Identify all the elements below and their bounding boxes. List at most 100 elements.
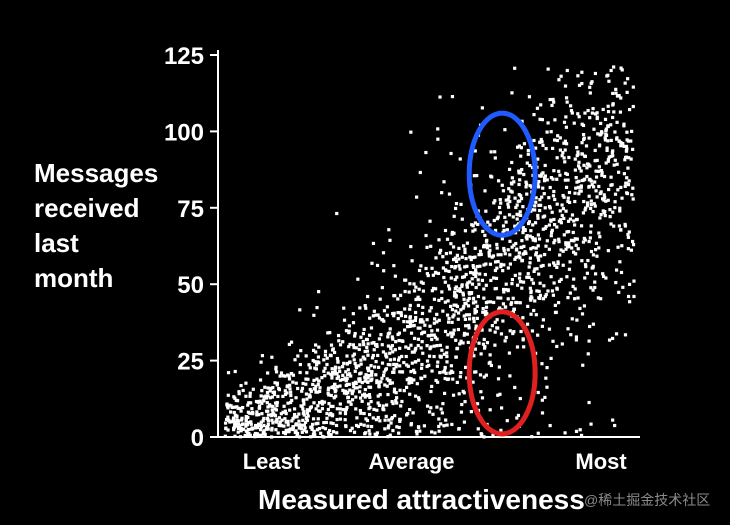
data-point — [519, 245, 523, 250]
data-point — [435, 343, 439, 348]
data-point — [366, 342, 370, 346]
data-point — [587, 194, 591, 198]
data-point — [416, 303, 421, 308]
data-point — [413, 310, 418, 315]
data-point — [590, 80, 594, 84]
data-point — [436, 271, 441, 276]
data-point — [502, 228, 506, 233]
data-point — [552, 100, 556, 104]
data-point — [427, 354, 432, 358]
data-point — [246, 432, 250, 436]
data-point — [345, 405, 349, 410]
data-point — [459, 339, 463, 343]
data-point — [487, 254, 491, 258]
data-point — [588, 85, 592, 89]
data-point — [336, 333, 341, 338]
data-point — [611, 336, 615, 341]
data-point — [582, 137, 586, 142]
data-point — [266, 419, 270, 423]
data-point — [446, 320, 451, 324]
data-point — [483, 189, 487, 193]
data-point — [454, 201, 459, 206]
data-point — [301, 411, 305, 415]
data-point — [244, 418, 248, 422]
data-point — [361, 339, 365, 344]
data-point — [232, 405, 237, 409]
data-point — [499, 262, 503, 266]
data-point — [577, 179, 581, 183]
data-point — [324, 420, 328, 425]
data-point — [557, 78, 561, 82]
data-point — [288, 408, 292, 412]
data-point — [609, 68, 613, 73]
data-point — [480, 106, 484, 110]
data-point — [303, 426, 307, 430]
data-point — [521, 252, 525, 256]
data-point — [626, 166, 630, 170]
data-point — [595, 195, 599, 199]
data-point — [384, 354, 388, 358]
data-point — [259, 433, 263, 438]
data-point — [539, 254, 543, 258]
data-point — [629, 248, 633, 252]
data-point — [435, 364, 440, 368]
data-point — [369, 326, 374, 330]
data-point — [519, 194, 523, 198]
data-point — [376, 365, 381, 369]
data-point — [595, 158, 599, 162]
data-point — [604, 161, 608, 165]
data-point — [490, 175, 494, 179]
data-point — [574, 335, 579, 339]
data-point — [512, 307, 517, 311]
data-point — [398, 388, 402, 392]
data-point — [552, 169, 556, 173]
data-point — [485, 243, 489, 247]
data-point — [435, 337, 439, 341]
data-point — [546, 121, 550, 125]
data-point — [551, 146, 555, 150]
data-point — [249, 420, 253, 424]
data-point — [513, 385, 517, 390]
data-point — [412, 336, 417, 341]
data-point — [442, 369, 447, 373]
data-point — [245, 429, 249, 434]
data-point — [514, 255, 518, 259]
data-point — [236, 422, 240, 426]
data-point — [566, 199, 570, 204]
data-point — [561, 263, 565, 267]
data-point — [519, 154, 523, 158]
data-point — [591, 253, 596, 257]
data-point — [599, 212, 603, 217]
data-point — [589, 206, 593, 210]
data-point — [302, 423, 306, 427]
data-point — [418, 318, 423, 322]
data-point — [304, 430, 309, 434]
data-point — [334, 423, 339, 428]
data-point — [594, 169, 598, 173]
data-point — [617, 94, 621, 98]
data-point — [511, 331, 515, 336]
data-point — [534, 253, 538, 257]
data-point — [553, 303, 557, 307]
data-point — [585, 271, 589, 275]
data-point — [315, 305, 319, 310]
data-point — [343, 412, 348, 416]
data-point — [261, 419, 265, 423]
data-point — [484, 262, 488, 266]
data-point — [534, 196, 538, 200]
data-point — [454, 355, 458, 359]
data-point — [473, 307, 477, 312]
data-point — [434, 270, 438, 275]
data-point — [559, 277, 563, 282]
data-point — [609, 222, 613, 226]
data-point — [443, 280, 447, 284]
data-point — [619, 228, 623, 232]
data-point — [562, 216, 566, 221]
data-point — [300, 430, 304, 434]
data-point — [503, 305, 508, 309]
x-tick-label: Most — [575, 449, 627, 474]
data-point — [458, 157, 462, 161]
data-point — [436, 360, 440, 364]
data-point — [530, 185, 534, 189]
data-point — [453, 266, 457, 270]
